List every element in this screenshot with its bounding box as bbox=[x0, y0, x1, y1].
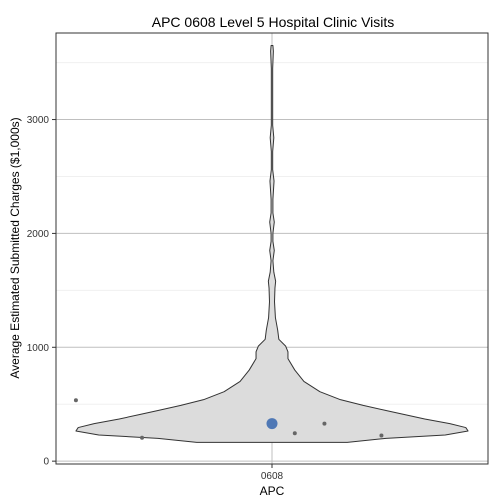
data-point bbox=[73, 398, 78, 403]
data-point bbox=[140, 435, 145, 440]
data-point bbox=[322, 421, 327, 426]
violin-layer bbox=[75, 45, 469, 443]
y-tick-label: 2000 bbox=[27, 229, 50, 240]
y-axis: 0 1000 2000 3000 bbox=[27, 115, 56, 468]
mean-point bbox=[266, 418, 278, 430]
y-tick-label: 1000 bbox=[27, 343, 50, 354]
x-axis-title: APC bbox=[260, 484, 285, 498]
chart-title: APC 0608 Level 5 Hospital Clinic Visits bbox=[152, 14, 395, 30]
y-tick-label: 0 bbox=[43, 457, 49, 468]
y-tick-label: 3000 bbox=[27, 115, 50, 126]
data-point bbox=[292, 431, 297, 436]
data-point bbox=[379, 433, 384, 438]
points-layer bbox=[73, 398, 384, 440]
x-axis: 0608 bbox=[261, 464, 284, 482]
y-axis-title: Average Estimated Submitted Charges ($1,… bbox=[8, 117, 22, 378]
violin-shape bbox=[75, 45, 469, 443]
x-tick-label: 0608 bbox=[261, 471, 284, 482]
